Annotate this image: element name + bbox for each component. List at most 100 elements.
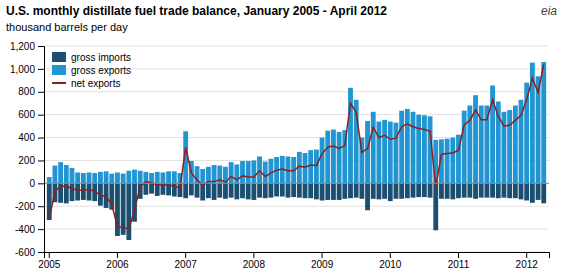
bar (206, 167, 211, 184)
bar (320, 183, 325, 200)
bar (496, 102, 501, 184)
marks (47, 62, 546, 240)
bar (462, 183, 467, 197)
tick-label: 1,000 (10, 64, 35, 75)
bar (371, 183, 376, 198)
tick-mark (390, 252, 391, 258)
bar (98, 172, 103, 183)
bar (433, 183, 438, 230)
bar (314, 183, 319, 199)
legend-swatch (52, 82, 66, 84)
tick-mark (38, 92, 44, 93)
bar (274, 183, 279, 196)
bar (308, 150, 313, 183)
bar (479, 183, 484, 197)
bar (269, 159, 274, 184)
tick: 2006 (106, 252, 129, 270)
tick: 1,000 (10, 64, 44, 75)
bar (382, 120, 387, 184)
tick-mark (526, 252, 527, 258)
bar (229, 162, 234, 183)
tick-mark (49, 252, 50, 258)
bar (342, 183, 347, 198)
tick-label: 600 (18, 109, 35, 120)
tick: 2012 (516, 252, 539, 270)
bar (246, 161, 251, 183)
bar (115, 172, 120, 183)
tick-label: 2007 (175, 259, 198, 270)
bar (206, 183, 211, 198)
bar (359, 183, 364, 198)
bar (530, 183, 535, 202)
bar (422, 183, 427, 197)
tick: 800 (18, 86, 44, 97)
bar (388, 122, 393, 184)
bar (388, 183, 393, 201)
tick-label: 1,200 (10, 41, 35, 52)
bar (445, 183, 450, 198)
bar (126, 183, 131, 240)
bar-series (47, 183, 546, 240)
bar (217, 183, 222, 197)
tick-label: 2011 (448, 259, 470, 270)
tick-label: 2008 (243, 259, 266, 270)
tick-label: 400 (18, 132, 35, 143)
bar (416, 183, 421, 197)
bar (376, 183, 381, 199)
bar (422, 115, 427, 183)
bar (212, 183, 217, 200)
tick: 2007 (175, 252, 198, 270)
bar (456, 183, 461, 198)
bar (286, 183, 291, 197)
bar (81, 183, 86, 200)
bar (149, 183, 154, 193)
bar (496, 183, 501, 198)
bar (507, 183, 512, 198)
bar (240, 161, 245, 183)
bar (263, 183, 268, 198)
bar (462, 111, 467, 184)
bar (58, 162, 63, 183)
bar (513, 183, 518, 198)
tick: -200 (15, 201, 44, 212)
bar (502, 183, 507, 197)
tick-label: 2006 (106, 259, 129, 270)
bar (92, 173, 97, 183)
bar (490, 183, 495, 197)
bar (382, 183, 387, 198)
bar (240, 183, 245, 198)
bar (303, 153, 308, 183)
bar (541, 183, 546, 203)
bar (450, 138, 455, 184)
bar (53, 166, 58, 184)
bar (331, 130, 336, 184)
tick-label: -200 (15, 201, 35, 212)
bar (155, 172, 160, 183)
tick-label: 200 (18, 155, 35, 166)
bar (348, 183, 353, 198)
bar (331, 183, 336, 200)
bar (405, 109, 410, 183)
tick-mark (253, 252, 254, 258)
bar (138, 171, 143, 184)
bar (428, 183, 433, 197)
bar (64, 165, 69, 183)
bar (132, 170, 137, 184)
axis-domain (45, 253, 550, 259)
bar (411, 112, 416, 184)
tick: 200 (18, 155, 44, 166)
tick: 2010 (379, 252, 402, 270)
bar (365, 121, 370, 183)
bar (143, 183, 148, 194)
bar (223, 183, 228, 198)
tick-label: 2005 (38, 259, 61, 270)
bar (81, 173, 86, 183)
grid-line (44, 46, 549, 47)
bar (121, 174, 126, 184)
tick-mark (38, 115, 44, 116)
tick: 2009 (311, 252, 334, 270)
grid-line (44, 183, 549, 184)
bar (354, 183, 359, 197)
bar (251, 183, 256, 200)
bar (183, 183, 188, 198)
